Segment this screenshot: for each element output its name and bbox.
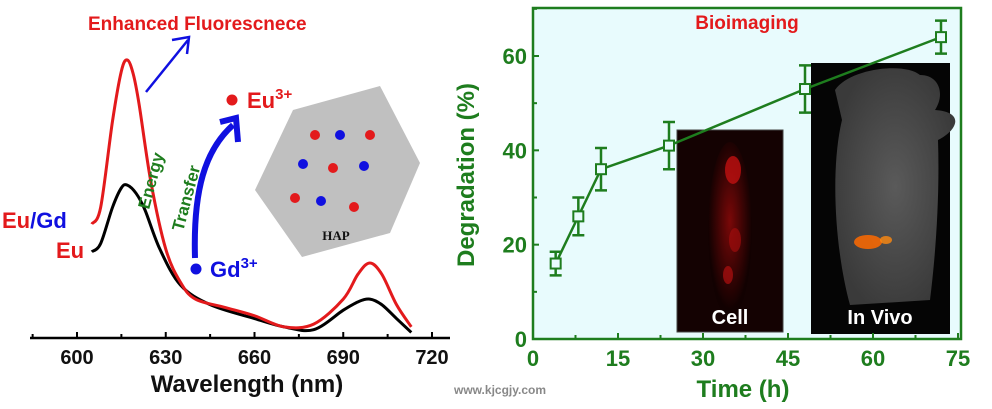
data-point-marker [549, 257, 562, 270]
legend-eu-part: Eu [2, 208, 30, 233]
spectrum-tick-label: 720 [415, 347, 448, 369]
gd-ion-dot [316, 196, 326, 206]
spectrum-title: Enhanced Fluorescnece [88, 14, 307, 35]
gd-ion-dot [335, 130, 345, 140]
gd-text: Gd [210, 257, 241, 282]
gd-ion-dot [298, 159, 308, 169]
degradation-x-label: Time (h) [697, 376, 790, 403]
hap-ion-dots [290, 130, 375, 212]
enhance-arrow-icon [145, 39, 189, 93]
eu-ion-label: Eu3+ [247, 86, 292, 113]
in-vivo-label: In Vivo [847, 307, 912, 329]
watermark: www.kjcgjy.com [453, 383, 546, 397]
y-tick-label: 40 [503, 138, 527, 163]
degradation-line [554, 35, 942, 265]
eu-ion-dot [310, 130, 320, 140]
x-tick-label: 15 [606, 346, 630, 371]
data-point-marker [663, 139, 675, 152]
gd-ion-dot [190, 263, 202, 275]
gd-charge: 3+ [241, 255, 258, 272]
degradation-series [549, 19, 947, 277]
energy-label: Energy [135, 150, 168, 211]
y-tick-label: 60 [503, 44, 527, 69]
degradation-panel: Bioimaging Cell In Vivo 0 15 30 45 60 75 0 20 40… [453, 6, 970, 403]
spectrum-tick-label: 600 [60, 347, 93, 369]
gd-ion-label: Gd3+ [210, 255, 258, 282]
eu-ion-dot [365, 130, 375, 140]
legend-eu-gd: Eu/Gd [2, 208, 67, 233]
y-tick-label: 0 [515, 327, 527, 352]
spectrum-x-ticks: 600 630 660 690 720 [31, 332, 449, 369]
spectrum-x-label: Wavelength (nm) [151, 371, 343, 398]
x-tick-label: 0 [527, 346, 539, 371]
eu-ion-dot [349, 202, 359, 212]
data-point-marker [572, 210, 585, 223]
x-tick-label: 60 [861, 346, 885, 371]
degradation-axes-ticks: 0 15 30 45 60 75 0 20 40 60 [503, 7, 970, 371]
legend-sep: / [30, 208, 36, 233]
x-tick-label: 75 [946, 346, 970, 371]
eu-ion-dot [328, 163, 338, 173]
energy-transfer-arrowhead-icon [219, 114, 241, 143]
legend-eu: Eu [56, 238, 84, 263]
cell-label: Cell [712, 307, 749, 329]
cell-inset-image: Cell [676, 129, 784, 333]
data-point-marker [935, 31, 947, 44]
energy-transfer-arrow-icon [191, 122, 236, 259]
enhance-arrowhead-icon [171, 35, 191, 55]
hap-label: HAP [322, 228, 350, 243]
eu-charge: 3+ [275, 86, 292, 103]
in-vivo-inset-image: In Vivo [811, 63, 956, 334]
gd-ion-dot [359, 161, 369, 171]
spectrum-curves [90, 58, 413, 334]
legend-gd-part: Gd [36, 208, 67, 233]
degradation-title: Bioimaging [695, 13, 798, 34]
y-tick-label: 20 [503, 233, 527, 258]
degradation-y-label: Degradation (%) [453, 83, 480, 267]
spectrum-panel: Enhanced Fluorescnece 600 630 660 690 720 Wa… [2, 14, 450, 398]
data-point-marker [799, 83, 811, 96]
data-point-marker [595, 163, 607, 176]
spectrum-tick-label: 660 [238, 347, 271, 369]
hap-crystal-hexagon [255, 86, 420, 257]
spectrum-line-eu-gd [90, 58, 413, 330]
x-tick-label: 30 [691, 346, 715, 371]
spectrum-tick-label: 630 [149, 347, 182, 369]
eu-ion-dot [226, 94, 238, 106]
eu-ion-dot [290, 193, 300, 203]
eu-text: Eu [247, 88, 275, 113]
x-tick-label: 45 [776, 346, 800, 371]
spectrum-tick-label: 690 [327, 347, 360, 369]
